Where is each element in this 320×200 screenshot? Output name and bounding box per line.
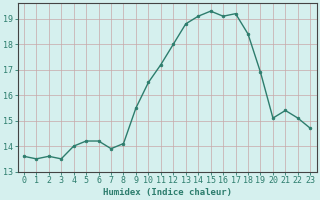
X-axis label: Humidex (Indice chaleur): Humidex (Indice chaleur) <box>103 188 232 197</box>
